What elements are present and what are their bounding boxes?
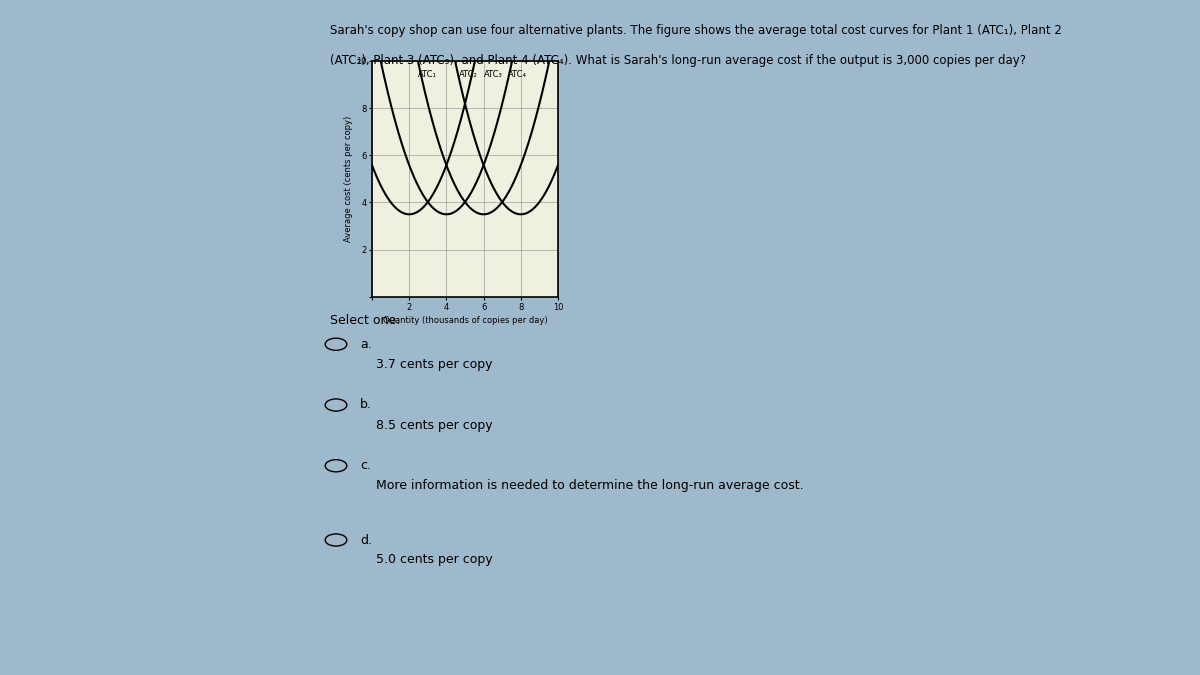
- Text: (ATC₂), Plant 3 (ATC₃), and Plant 4 (ATC₄). What is Sarah's long-run average cos: (ATC₂), Plant 3 (ATC₃), and Plant 4 (ATC…: [330, 54, 1026, 67]
- Text: c.: c.: [360, 459, 371, 472]
- Text: Sarah's copy shop can use four alternative plants. The figure shows the average : Sarah's copy shop can use four alternati…: [330, 24, 1062, 36]
- Text: 3.7 cents per copy: 3.7 cents per copy: [376, 358, 492, 371]
- Text: a.: a.: [360, 338, 372, 351]
- Y-axis label: Average cost (cents per copy): Average cost (cents per copy): [344, 115, 353, 242]
- Text: Select one:: Select one:: [330, 314, 401, 327]
- Text: ATC₂: ATC₂: [460, 70, 478, 79]
- Text: b.: b.: [360, 398, 372, 412]
- Text: d.: d.: [360, 533, 372, 547]
- X-axis label: Quantity (thousands of copies per day): Quantity (thousands of copies per day): [383, 316, 547, 325]
- Text: ATC₄: ATC₄: [508, 70, 527, 79]
- Text: 5.0 cents per copy: 5.0 cents per copy: [376, 554, 492, 566]
- Text: ATC₁: ATC₁: [419, 70, 437, 79]
- Text: 8.5 cents per copy: 8.5 cents per copy: [376, 418, 492, 431]
- Text: ATC₃: ATC₃: [484, 70, 503, 79]
- Text: More information is needed to determine the long-run average cost.: More information is needed to determine …: [376, 479, 803, 492]
